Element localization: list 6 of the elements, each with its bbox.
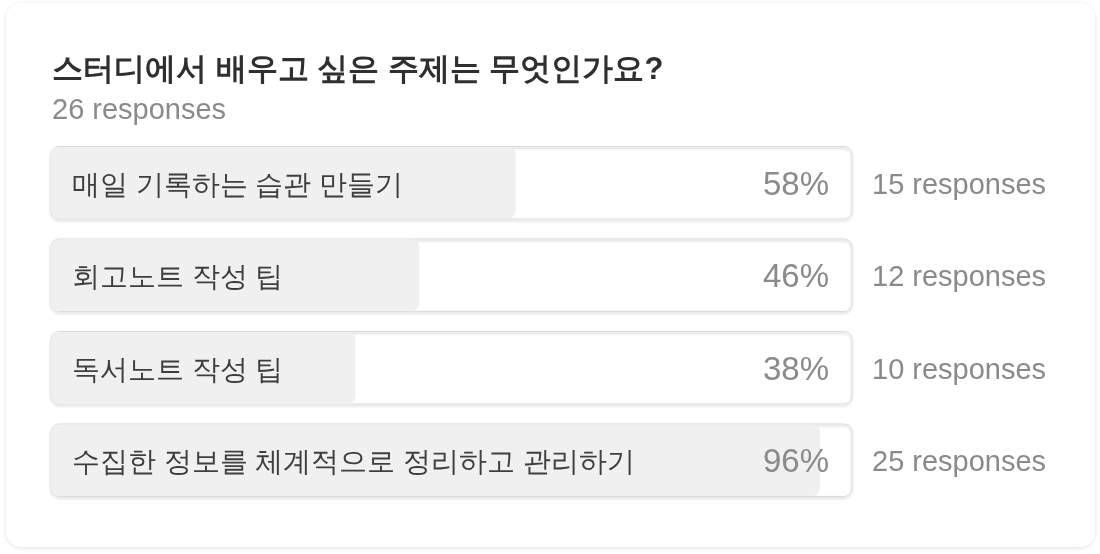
title: 스터디에서 배우고 싶은 주제는 무엇인가요? bbox=[52, 51, 664, 86]
annotation: 12 responses bbox=[872, 260, 1047, 293]
annotation: 10 responses bbox=[872, 352, 1047, 385]
annotation: 25 responses bbox=[872, 445, 1047, 478]
annotation: 15 responses bbox=[872, 167, 1047, 200]
subtitle: 26 responses bbox=[52, 93, 227, 125]
